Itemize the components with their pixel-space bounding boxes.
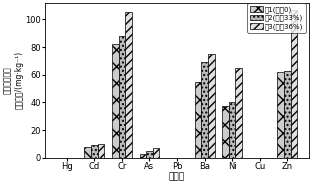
- Y-axis label: 炉底液重金属
质量分数/(mg·kg⁻¹): 炉底液重金属 质量分数/(mg·kg⁻¹): [3, 51, 24, 109]
- Bar: [98, 144, 104, 158]
- Legend: 工1(掺戃0), 工2(掺戀33%), 工3(掺戀36%): 工1(掺戃0), 工2(掺戀33%), 工3(掺戀36%): [247, 3, 306, 33]
- Bar: [119, 36, 125, 158]
- Bar: [125, 13, 132, 158]
- Bar: [153, 148, 159, 158]
- Bar: [146, 151, 153, 158]
- Bar: [91, 145, 98, 158]
- Bar: [222, 107, 229, 158]
- Bar: [195, 82, 201, 158]
- Bar: [139, 153, 146, 158]
- Bar: [229, 102, 236, 158]
- Bar: [290, 10, 297, 158]
- Bar: [85, 147, 91, 158]
- Bar: [284, 70, 290, 158]
- X-axis label: 重金属: 重金属: [169, 172, 185, 181]
- Bar: [277, 72, 284, 158]
- Bar: [112, 44, 119, 158]
- Bar: [208, 54, 215, 158]
- Bar: [201, 62, 208, 158]
- Bar: [236, 68, 242, 158]
